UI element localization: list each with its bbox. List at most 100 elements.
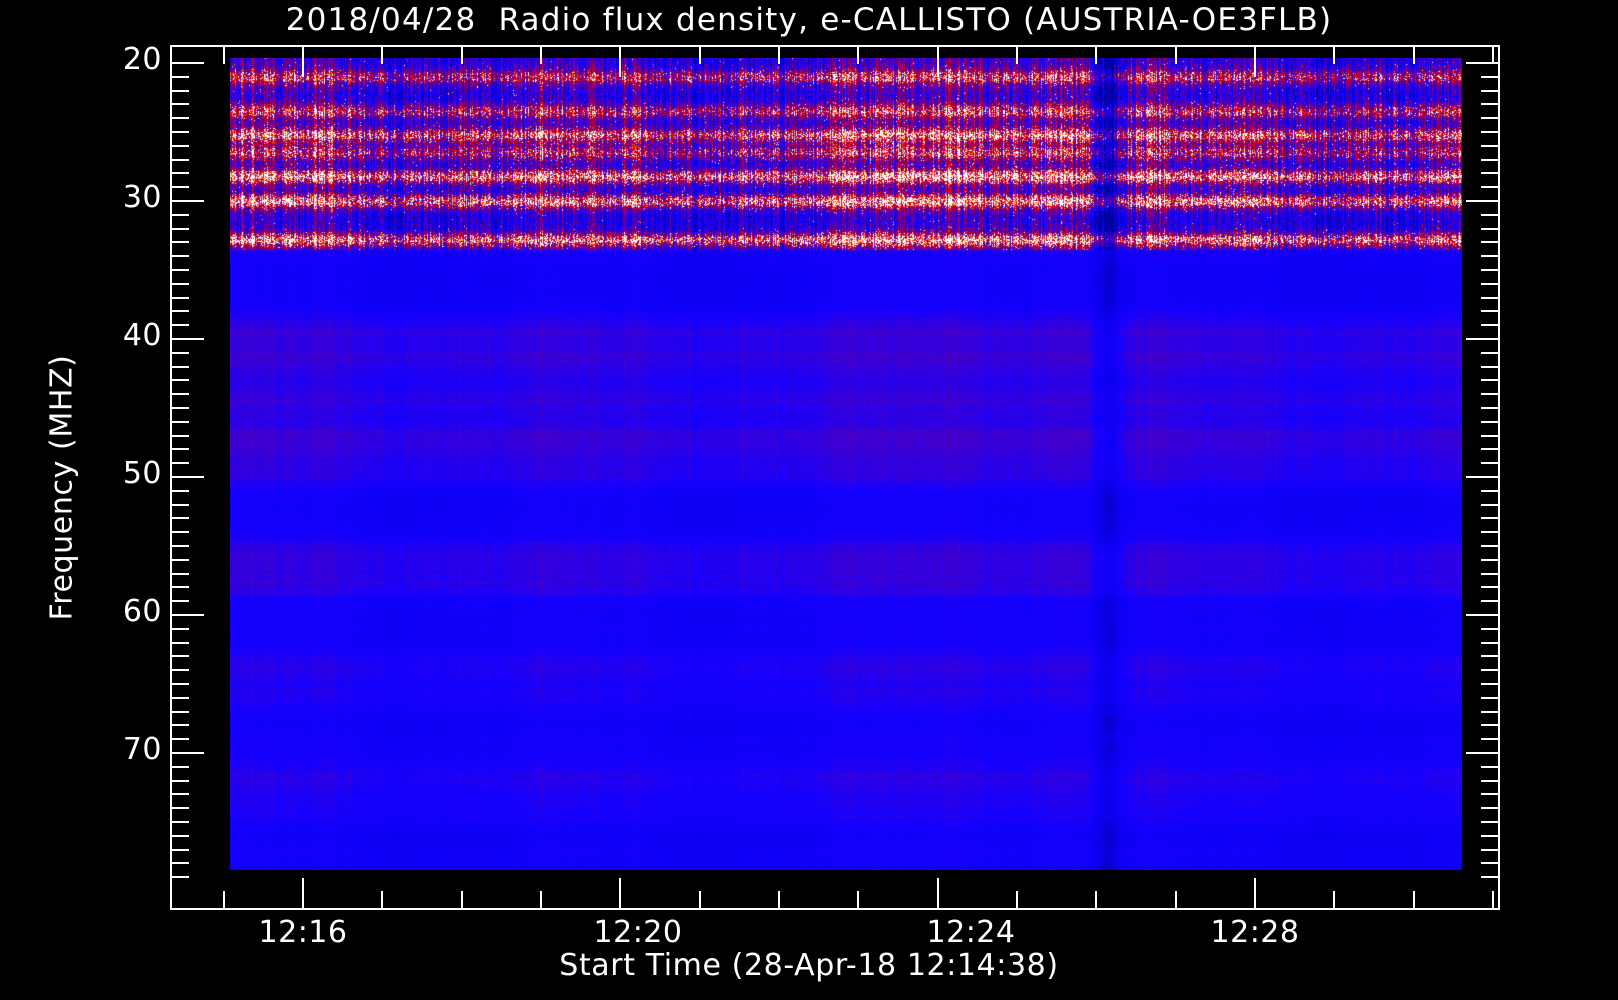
y-tick-left-62 <box>172 641 189 644</box>
y-tick-right-67 <box>1481 710 1498 713</box>
y-tick-left-20 <box>172 62 204 64</box>
y-tick-left-57 <box>172 572 189 575</box>
y-tick-right-65 <box>1481 683 1498 685</box>
y-tick-right-56 <box>1481 558 1498 561</box>
y-tick-right-64 <box>1481 669 1498 672</box>
x-tick-top-5 <box>698 47 701 64</box>
y-tick-right-45 <box>1481 407 1498 409</box>
y-tick-left-70 <box>172 752 204 754</box>
y-tick-left-34 <box>172 255 189 258</box>
x-tick-top-7 <box>857 47 860 64</box>
y-tick-right-37 <box>1481 296 1498 299</box>
y-tick-left-77 <box>172 848 189 851</box>
y-tick-right-66 <box>1481 696 1498 699</box>
x-tick-top-11 <box>1174 47 1177 64</box>
y-tick-right-75 <box>1481 821 1498 823</box>
y-tick-right-57 <box>1481 572 1498 575</box>
x-tick-top-6 <box>778 47 780 64</box>
y-tick-left-46 <box>172 420 189 423</box>
y-tick-right-35 <box>1481 269 1498 271</box>
x-tick-bottom-11 <box>1174 891 1177 908</box>
y-tick-right-50 <box>1466 476 1498 478</box>
y-tick-left-71 <box>172 765 189 768</box>
y-tick-right-44 <box>1481 393 1498 396</box>
y-tick-left-37 <box>172 296 189 299</box>
y-tick-left-61 <box>172 627 189 630</box>
x-axis-title: Start Time (28-Apr-18 12:14:38) <box>559 948 1059 983</box>
y-tick-right-36 <box>1481 282 1498 285</box>
y-tick-left-45 <box>172 407 189 409</box>
y-tick-left-43 <box>172 379 189 382</box>
y-tick-label-60: 60 <box>122 594 162 629</box>
y-tick-right-55 <box>1481 545 1498 547</box>
y-tick-left-32 <box>172 227 189 230</box>
y-tick-label-70: 70 <box>122 732 162 767</box>
x-tick-top-3 <box>540 47 542 64</box>
x-tick-bottom-0 <box>302 878 304 908</box>
y-tick-right-68 <box>1481 724 1498 727</box>
y-tick-left-28 <box>172 172 189 175</box>
y-tick-right-25 <box>1481 131 1498 133</box>
y-tick-right-21 <box>1481 75 1498 78</box>
y-tick-right-41 <box>1481 351 1498 354</box>
y-tick-right-23 <box>1481 103 1498 106</box>
y-tick-left-58 <box>172 586 189 589</box>
y-tick-left-39 <box>172 324 189 327</box>
y-tick-left-79 <box>172 876 189 879</box>
spectrogram-canvas <box>230 58 1462 870</box>
x-tick-top-10 <box>1095 47 1098 64</box>
x-tick-top-14 <box>1412 47 1415 64</box>
y-tick-right-61 <box>1481 627 1498 630</box>
y-tick-right-22 <box>1481 89 1498 92</box>
y-tick-right-78 <box>1481 862 1498 865</box>
x-tick-bottom-7 <box>857 891 860 908</box>
y-tick-left-36 <box>172 282 189 285</box>
y-tick-right-47 <box>1481 434 1498 437</box>
y-tick-left-78 <box>172 862 189 865</box>
y-tick-left-54 <box>172 531 189 534</box>
y-tick-right-70 <box>1466 752 1498 754</box>
y-tick-left-47 <box>172 434 189 437</box>
y-tick-left-72 <box>172 779 189 782</box>
y-tick-right-38 <box>1481 310 1498 313</box>
x-tick-bottom-12 <box>1254 878 1256 908</box>
y-tick-left-50 <box>172 476 204 478</box>
y-tick-left-69 <box>172 738 189 741</box>
y-tick-right-74 <box>1481 807 1498 810</box>
y-tick-right-31 <box>1481 213 1498 216</box>
y-tick-left-41 <box>172 351 189 354</box>
y-tick-left-40 <box>172 338 204 340</box>
y-tick-right-32 <box>1481 227 1498 230</box>
y-tick-left-33 <box>172 241 189 244</box>
y-tick-right-24 <box>1481 117 1498 120</box>
y-tick-right-39 <box>1481 324 1498 327</box>
y-tick-left-26 <box>172 144 189 147</box>
y-tick-right-62 <box>1481 641 1498 644</box>
y-tick-left-74 <box>172 807 189 810</box>
y-tick-right-79 <box>1481 876 1498 879</box>
x-tick-bottom-8 <box>936 878 939 908</box>
x-tick-bottom-1 <box>381 891 384 908</box>
y-tick-left-66 <box>172 696 189 699</box>
x-tick-label-12-24: 12:24 <box>926 915 1016 950</box>
x-tick-top-2 <box>460 47 463 64</box>
y-tick-left-55 <box>172 545 189 547</box>
y-tick-right-33 <box>1481 241 1498 244</box>
y-tick-label-50: 50 <box>122 456 162 491</box>
y-tick-label-40: 40 <box>122 318 162 353</box>
y-tick-right-72 <box>1481 779 1498 782</box>
y-tick-right-63 <box>1481 655 1498 658</box>
y-tick-label-20: 20 <box>122 42 162 77</box>
x-tick-top-4 <box>619 47 622 77</box>
x-tick-bottom-10 <box>1095 891 1098 908</box>
y-tick-label-30: 30 <box>122 180 162 215</box>
x-tick-bottom-9 <box>1016 891 1018 908</box>
y-tick-left-25 <box>172 131 189 133</box>
y-tick-right-54 <box>1481 531 1498 534</box>
y-tick-right-59 <box>1481 600 1498 603</box>
y-tick-right-69 <box>1481 738 1498 741</box>
y-tick-left-42 <box>172 365 189 368</box>
y-tick-left-35 <box>172 269 189 271</box>
y-tick-left-22 <box>172 89 189 92</box>
